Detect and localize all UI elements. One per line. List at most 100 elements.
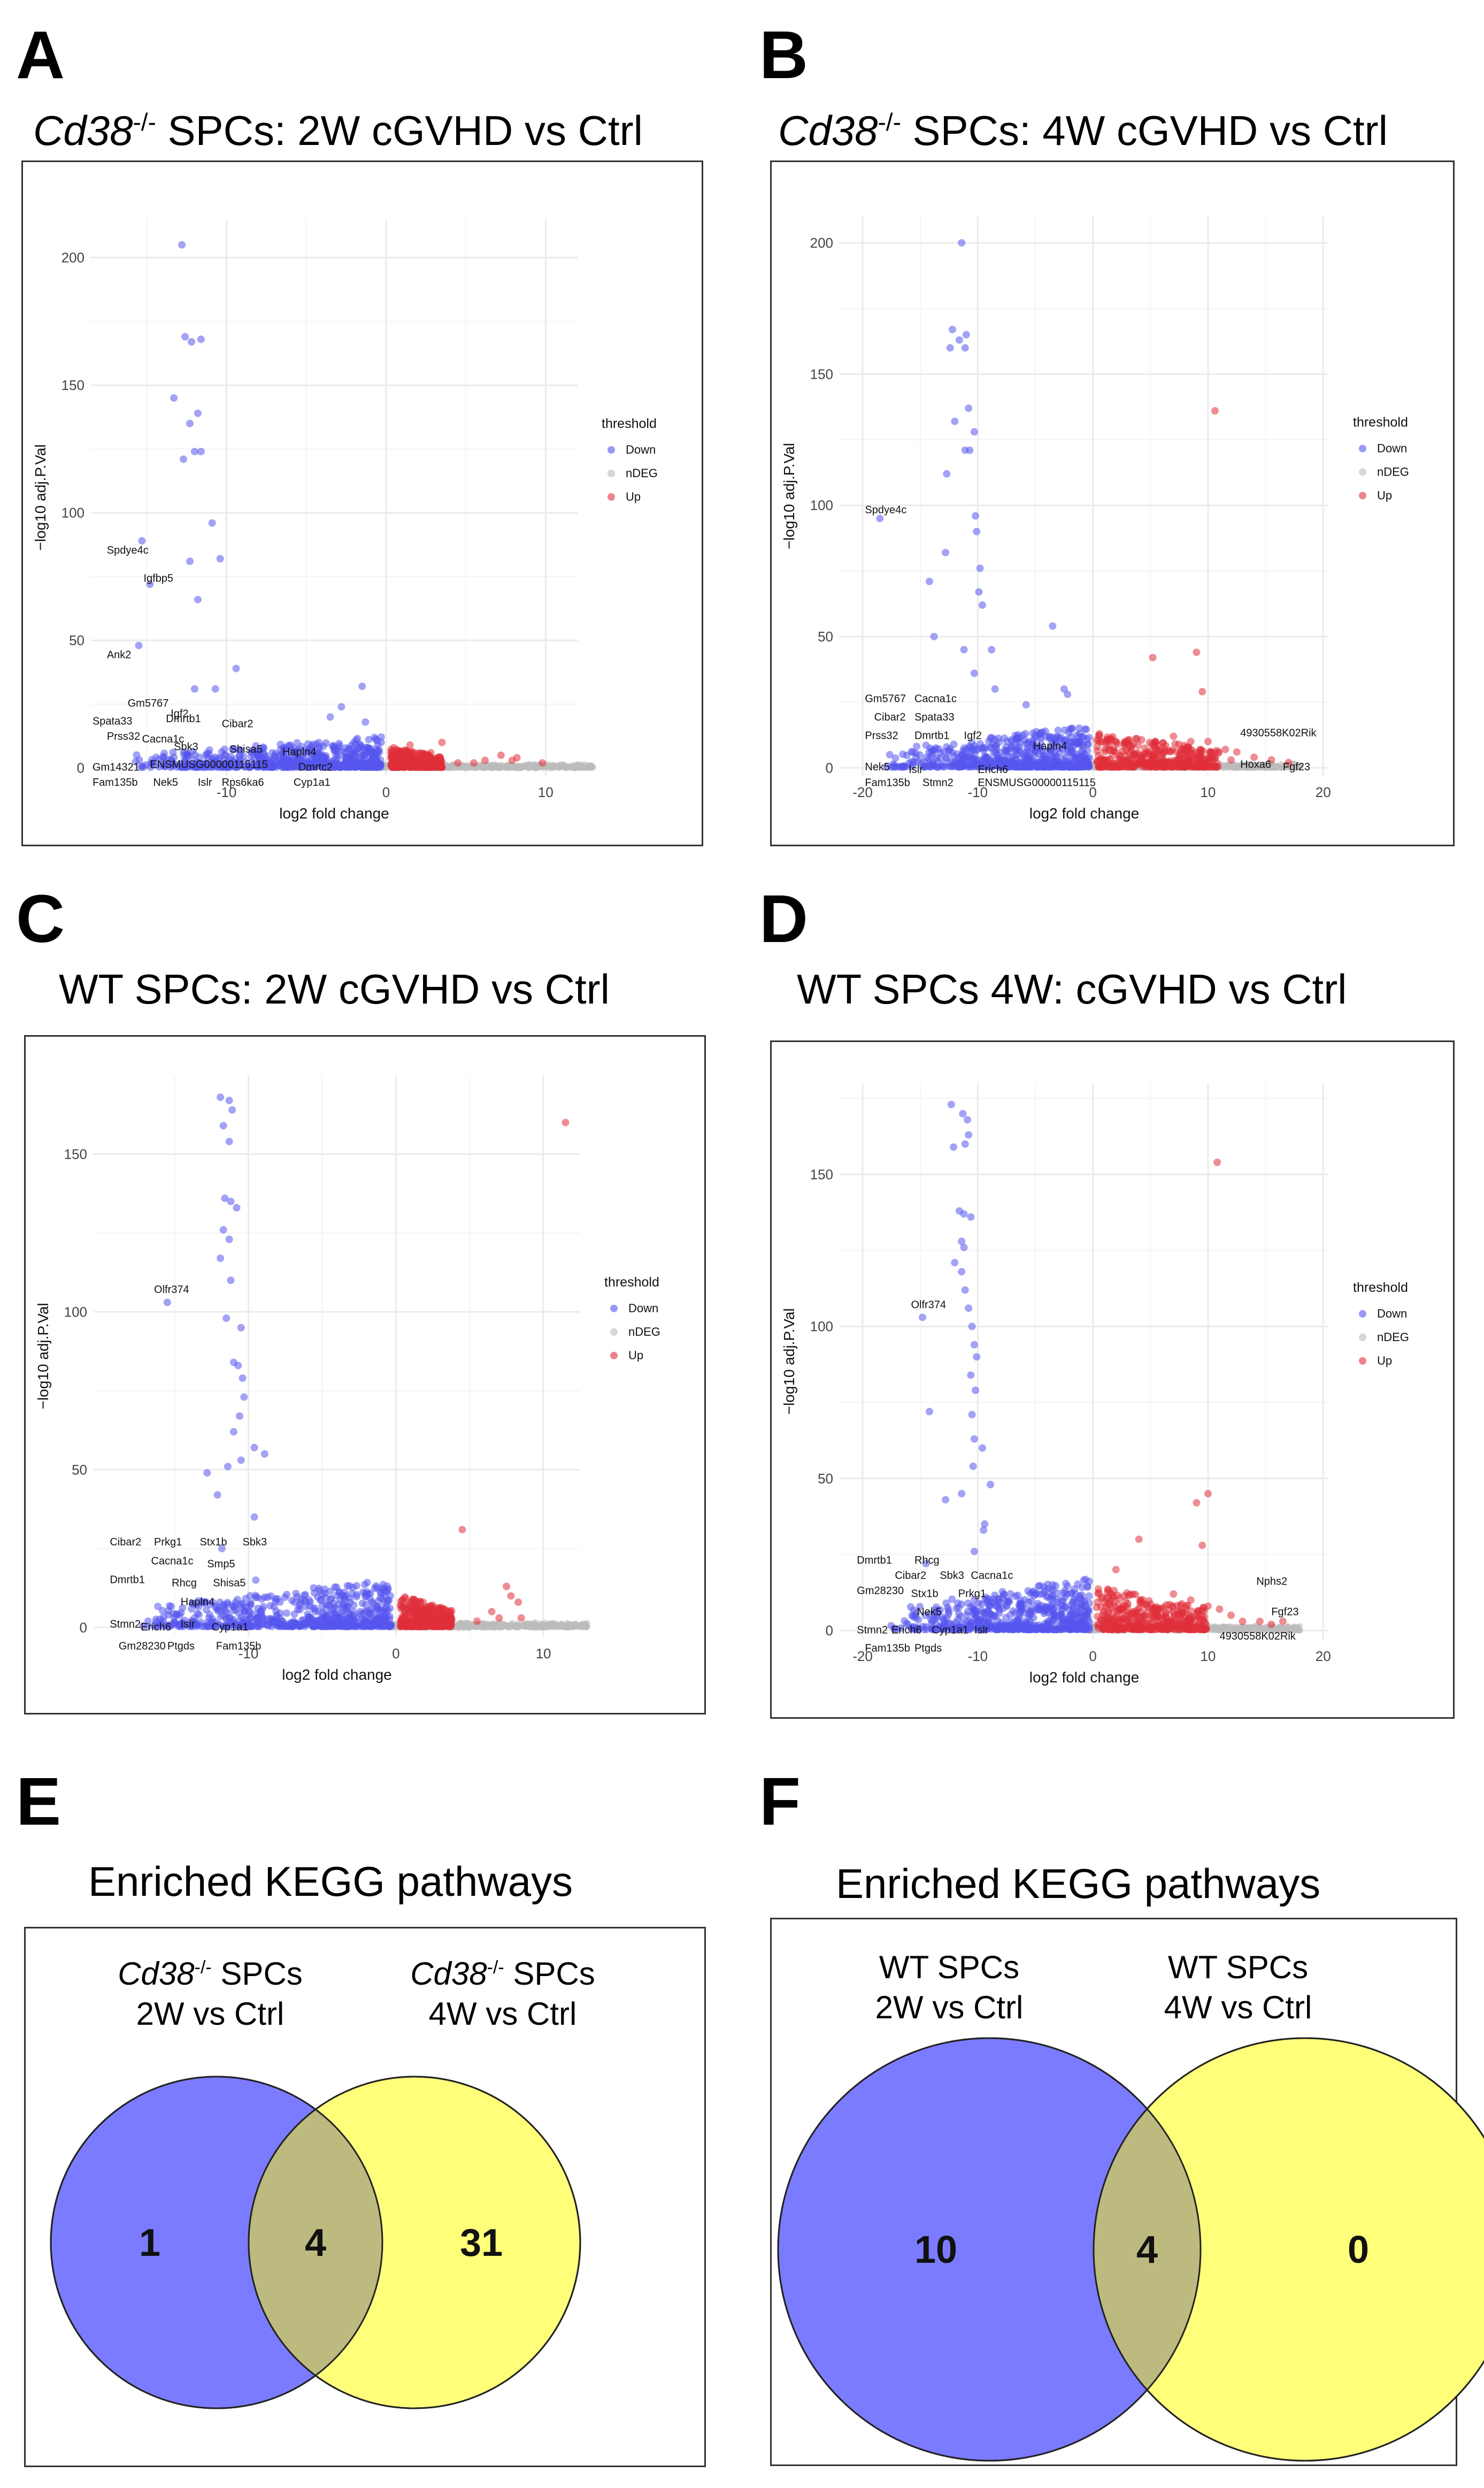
down-point	[202, 1606, 210, 1614]
down-point	[1053, 763, 1061, 771]
up-point	[403, 755, 411, 763]
panel-title-b: Cd38-/- SPCs: 4W cGVHD vs Ctrl	[778, 110, 1388, 151]
ndeg-point	[484, 764, 491, 771]
legend-label-down: Down	[1377, 442, 1407, 455]
down-point	[1012, 738, 1020, 746]
down-point	[255, 757, 263, 765]
down-point	[225, 1137, 233, 1145]
down-point	[385, 1585, 393, 1593]
down-point	[1077, 748, 1085, 756]
down-point	[237, 1323, 245, 1331]
legend-key-down	[610, 1305, 618, 1312]
gene-label: Igf2	[171, 708, 188, 719]
down-point	[186, 557, 194, 565]
ndeg-point	[575, 764, 582, 771]
down-point	[322, 739, 330, 747]
down-point	[237, 1602, 245, 1610]
down-point	[1057, 745, 1065, 753]
ndeg-point	[529, 1622, 536, 1629]
up-points-b	[1093, 407, 1293, 771]
ndeg-point	[1247, 761, 1254, 768]
down-point	[186, 419, 194, 427]
up-point	[1211, 763, 1219, 771]
down-point	[362, 763, 370, 771]
up-point	[1193, 763, 1201, 771]
down-point	[372, 735, 380, 743]
gene-label: Stmn2	[110, 1618, 141, 1630]
down-point	[326, 713, 334, 721]
down-point	[225, 1235, 233, 1243]
gene-label: Islr	[198, 777, 212, 788]
up-point	[1121, 741, 1129, 749]
down-point	[347, 1621, 355, 1629]
down-point	[970, 759, 978, 767]
down-point	[250, 1513, 258, 1521]
up-point	[488, 1607, 496, 1616]
up-point	[1102, 762, 1110, 770]
ndeg-point	[542, 1623, 549, 1630]
down-point	[252, 1576, 260, 1584]
down-point	[258, 1595, 266, 1603]
down-point	[184, 752, 193, 760]
down-point	[988, 646, 996, 654]
down-point	[1075, 724, 1083, 732]
down-point	[303, 760, 311, 768]
down-point	[1016, 763, 1024, 771]
ndeg-point	[555, 763, 562, 770]
up-point	[513, 754, 521, 762]
down-point	[942, 753, 950, 761]
down-points-b	[876, 239, 1093, 771]
down-point	[194, 409, 202, 417]
up-point	[1161, 763, 1169, 771]
up-point	[507, 1592, 515, 1600]
down-point	[188, 1599, 196, 1607]
down-point	[241, 1608, 249, 1616]
down-point	[955, 336, 963, 344]
gene-label: Gm5767	[865, 693, 906, 705]
down-point	[327, 1595, 335, 1603]
up-point	[1158, 751, 1166, 759]
up-point	[414, 1606, 422, 1614]
ndeg-point	[479, 1624, 486, 1630]
gene-label: Hapln4	[181, 1596, 214, 1608]
up-point	[1114, 763, 1122, 771]
y-axis-title-b: −log10 adj.P.Val	[781, 443, 797, 549]
down-point	[335, 763, 343, 771]
gene-label: Fam135b	[865, 777, 910, 789]
ndeg-point	[532, 762, 539, 769]
down-point	[219, 762, 227, 770]
down-point	[986, 744, 994, 752]
down-point	[240, 1393, 248, 1401]
down-point	[960, 646, 968, 654]
ndeg-point	[1220, 762, 1227, 769]
up-point	[470, 759, 478, 767]
x-tick-label-b: 20	[1316, 784, 1331, 800]
down-point	[315, 1607, 323, 1616]
down-point	[152, 753, 160, 761]
gene-label: Prss32	[107, 731, 140, 742]
down-point	[317, 1596, 325, 1604]
ndeg-point	[1269, 763, 1276, 770]
legend-key-up	[608, 493, 615, 501]
x-axis-title-a: log2 fold change	[279, 805, 389, 822]
up-point	[1149, 654, 1157, 662]
down-point	[173, 1610, 181, 1618]
up-point	[514, 1598, 522, 1606]
up-point	[427, 749, 435, 757]
down-point	[1051, 736, 1059, 744]
down-point	[267, 760, 275, 768]
up-point	[1098, 738, 1106, 746]
down-point	[190, 685, 198, 693]
down-point	[1073, 731, 1081, 739]
gene-label: Ank2	[107, 649, 132, 661]
down-point	[219, 1226, 227, 1234]
y-tick-label-b: 100	[810, 497, 833, 514]
down-point	[170, 760, 178, 768]
down-point	[951, 417, 959, 425]
down-point	[282, 1609, 290, 1617]
y-axis-title-a: −log10 adj.P.Val	[32, 444, 49, 550]
down-point	[945, 746, 954, 754]
up-point	[1096, 756, 1104, 764]
down-point	[271, 1597, 279, 1605]
x-tick-label-a: 0	[382, 784, 390, 800]
